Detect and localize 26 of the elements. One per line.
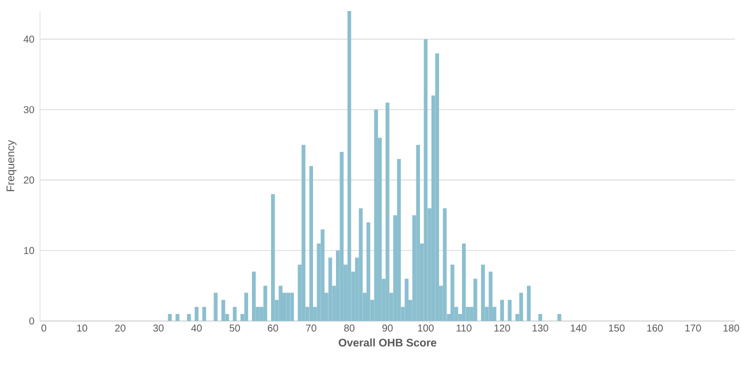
x-tick-label: 70	[306, 324, 316, 332]
x-tick-label: 0	[41, 324, 46, 332]
y-tick-label: 20	[24, 176, 34, 184]
x-tick-label: 50	[230, 324, 240, 332]
x-tick-label: 110	[456, 324, 472, 332]
y-tick-label: 10	[24, 246, 34, 254]
y-tick-label: 30	[24, 106, 34, 114]
x-tick-label: 60	[268, 324, 278, 332]
y-axis-title: Frequency	[6, 140, 16, 192]
x-tick-label: 150	[609, 324, 625, 332]
x-tick-label: 90	[382, 324, 393, 332]
x-tick-label: 140	[570, 324, 586, 332]
x-tick-label: 80	[344, 324, 354, 332]
x-tick-label: 120	[494, 324, 510, 332]
x-tick-label: 40	[191, 324, 202, 332]
y-tick-label: 40	[24, 36, 34, 43]
x-tick-label: 10	[77, 324, 88, 332]
y-tick-label: 0	[29, 317, 34, 325]
x-tick-label: 130	[532, 324, 548, 332]
x-tick-label: 160	[647, 324, 663, 332]
x-tick-label: 170	[685, 324, 701, 332]
x-tick-label: 180	[724, 324, 740, 332]
x-tick-label: 30	[153, 324, 164, 332]
x-tick-label: 20	[115, 324, 126, 332]
x-axis-title: Overall OHB Score	[338, 338, 436, 347]
x-tick-label: 100	[418, 324, 434, 332]
